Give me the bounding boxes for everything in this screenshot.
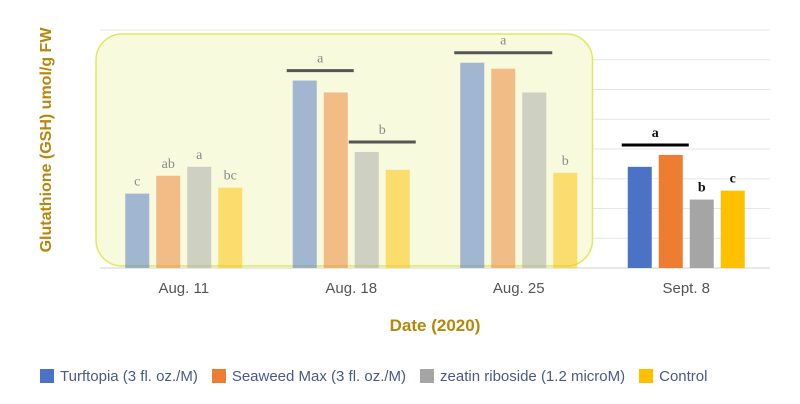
x-axis-title: Date (2020) — [390, 316, 481, 335]
legend-swatch — [420, 369, 435, 383]
legend-item: Control — [639, 368, 707, 385]
bar — [156, 175, 181, 268]
significance-letter: a — [317, 52, 324, 67]
significance-letter: a — [652, 126, 659, 141]
bar — [720, 190, 745, 268]
bar — [689, 199, 714, 268]
bar — [323, 92, 348, 268]
bar — [658, 154, 683, 268]
y-axis-title: Glutathione (GSH) umol/g FW — [38, 27, 55, 253]
x-tick-label: Aug. 25 — [493, 280, 545, 297]
x-tick-label: Aug. 11 — [158, 280, 209, 297]
bar — [460, 62, 485, 268]
significance-letter: a — [500, 34, 507, 49]
legend: Turftopia (3 fl. oz./M) Seaweed Max (3 fl… — [40, 364, 800, 388]
legend-item: Seaweed Max (3 fl. oz./M) — [211, 367, 407, 385]
legend-swatch — [40, 369, 54, 383]
x-tick-labels: Aug. 11 Aug. 18 Aug. 25 Sept. 8 — [158, 280, 710, 297]
bar — [125, 193, 150, 268]
legend-swatch — [639, 369, 654, 383]
bar — [354, 151, 379, 268]
bars — [125, 62, 745, 268]
legend-label: Seaweed Max (3 fl. oz./M) — [231, 367, 407, 385]
bar — [553, 172, 578, 268]
significance-letter: b — [698, 181, 706, 196]
legend-label: zeatin riboside (1.2 microM) — [440, 367, 626, 385]
bar — [292, 80, 317, 268]
significance-letter: b — [562, 154, 569, 169]
bar — [627, 166, 652, 268]
significance-letter: c — [730, 172, 736, 187]
bar — [187, 166, 212, 268]
bar — [218, 187, 243, 268]
significance-letter: c — [134, 175, 140, 190]
legend-label: Control — [659, 367, 708, 385]
legend-label: Turftopia (3 fl. oz./M) — [60, 367, 198, 385]
x-tick-label: Sept. 8 — [662, 280, 710, 297]
legend-item: Turftopia (3 fl. oz./M) — [40, 368, 198, 385]
x-tick-label: Aug. 18 — [325, 280, 377, 297]
significance-letter: a — [196, 148, 203, 163]
significance-letter: ab — [162, 157, 175, 172]
legend-item: zeatin riboside (1.2 microM) — [420, 368, 625, 385]
significance-letter: bc — [224, 169, 237, 184]
significance-letter: b — [379, 123, 386, 138]
bar — [522, 92, 547, 268]
bar — [385, 169, 410, 268]
legend-swatch — [211, 369, 226, 383]
bar — [491, 68, 516, 268]
